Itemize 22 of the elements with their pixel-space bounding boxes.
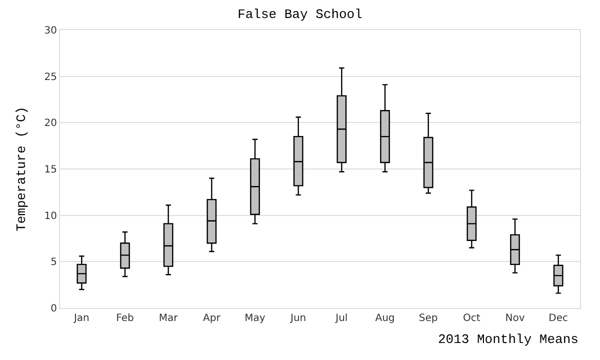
- x-tick-label: May: [244, 313, 266, 324]
- y-tick-label: 10: [44, 210, 57, 222]
- x-tick-label: Aug: [375, 313, 395, 324]
- x-tick-label: Feb: [116, 313, 134, 324]
- x-tick-label: Sep: [418, 313, 438, 324]
- y-tick-label: 0: [50, 304, 57, 314]
- y-tick-label: 5: [50, 257, 57, 268]
- x-tick-label: Apr: [203, 313, 222, 324]
- x-tick-label: Oct: [463, 313, 480, 324]
- y-tick-label: 15: [44, 164, 57, 176]
- y-axis-title: Temperature (°C): [14, 106, 30, 232]
- x-tick-label: Nov: [505, 313, 525, 324]
- x-tick-label: Jan: [72, 313, 90, 324]
- y-tick-label: 30: [44, 26, 57, 36]
- text: 2013 Monthly Means: [438, 332, 578, 347]
- x-tick-label: Jul: [334, 313, 348, 324]
- y-tick-label: 25: [44, 72, 57, 83]
- x-tick-label: Dec: [548, 313, 568, 324]
- chart-title: False Bay School: [238, 7, 363, 22]
- x-tick-label: Mar: [158, 313, 179, 324]
- x-tick-label: Jun: [290, 313, 306, 324]
- y-tick-label: 20: [44, 118, 57, 130]
